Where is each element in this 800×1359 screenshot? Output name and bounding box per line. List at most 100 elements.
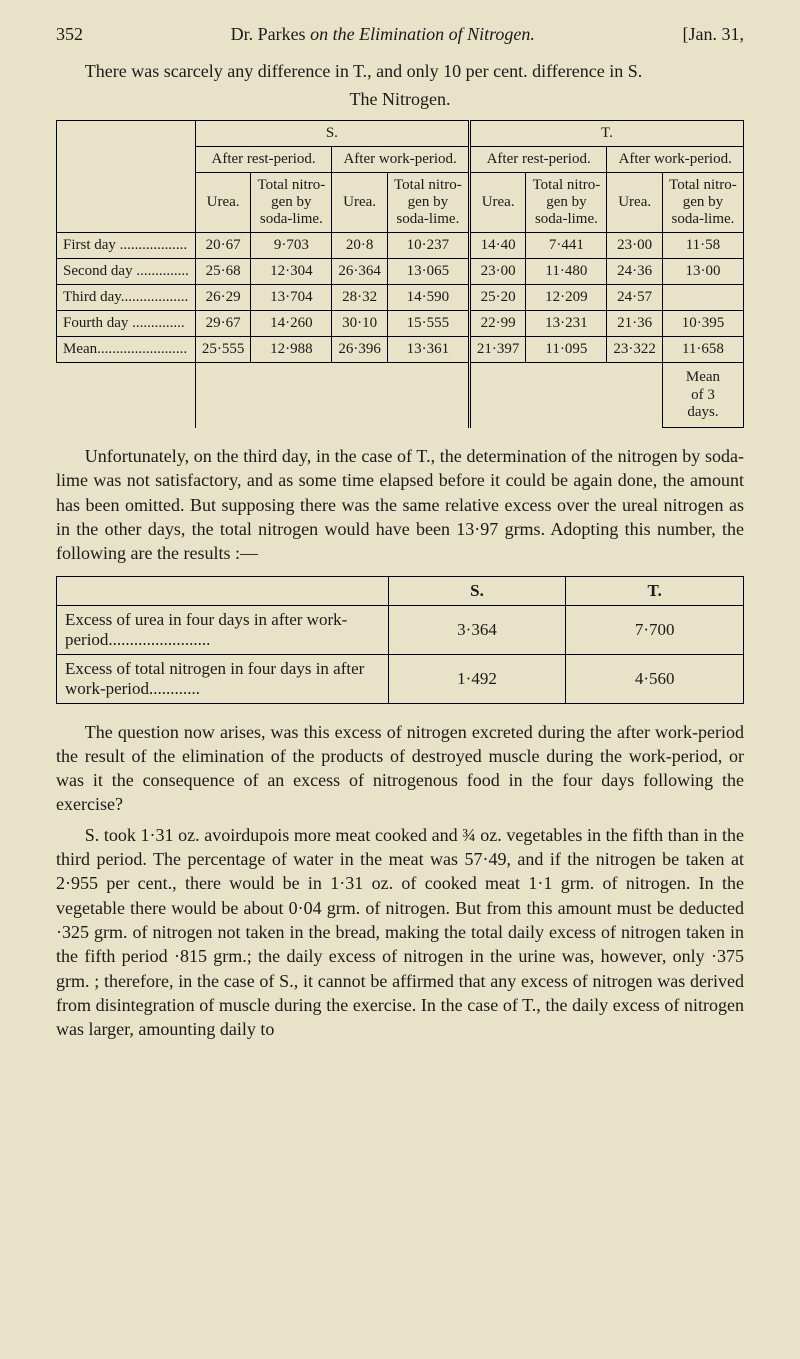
cell: 24·57 <box>607 285 663 311</box>
mean-of-3-days: Mean of 3 days. <box>662 363 743 428</box>
cell: 11·095 <box>526 337 607 363</box>
cell: 26·364 <box>332 259 388 285</box>
mean-l1: Mean <box>686 369 720 385</box>
excess-label: Excess of total nitrogen in four days in… <box>57 654 389 703</box>
blank-cell <box>195 363 387 428</box>
table-row: Fourth day .............. 29·67 14·260 3… <box>57 311 744 337</box>
cell: 13·065 <box>387 259 469 285</box>
running-title: Dr. Parkes on the Elimination of Nitroge… <box>83 24 683 45</box>
table-row: Third day.................. 26·29 13·704… <box>57 285 744 311</box>
cell: 22·99 <box>469 311 526 337</box>
mean-l2: of 3 <box>691 387 715 403</box>
row-label: Third day.................. <box>57 285 196 311</box>
excess-col-s: S. <box>388 576 566 605</box>
lower-paragraph-2: The question now arises, was this excess… <box>56 720 744 817</box>
cell: 14·260 <box>251 311 332 337</box>
table-row: Excess of urea in four days in after wor… <box>57 605 744 654</box>
t-rest-urea: Urea. <box>469 173 526 233</box>
cell: 26·29 <box>195 285 251 311</box>
issue-date: [Jan. 31, <box>683 24 745 45</box>
cell: 9·703 <box>251 233 332 259</box>
cell: 30·10 <box>332 311 388 337</box>
cell: 7·441 <box>526 233 607 259</box>
blank-header <box>57 121 196 233</box>
cell <box>662 285 743 311</box>
excess-value: 3·364 <box>388 605 566 654</box>
cell: 10·237 <box>387 233 469 259</box>
cell: 20·67 <box>195 233 251 259</box>
cell: 26·396 <box>332 337 388 363</box>
t-after-work: After work-period. <box>607 147 744 173</box>
row-label: First day .................. <box>57 233 196 259</box>
table-body: First day .................. 20·67 9·703… <box>57 233 744 428</box>
cell: 20·8 <box>332 233 388 259</box>
mid-paragraph-1: Unfortunately, on the third day, in the … <box>56 444 744 565</box>
blank-cell <box>57 363 196 428</box>
row-label: Fourth day .............. <box>57 311 196 337</box>
table-caption: The Nitrogen. <box>56 89 744 110</box>
t-rest-total: Total nitro-gen by soda-lime. <box>526 173 607 233</box>
cell: 25·555 <box>195 337 251 363</box>
s-rest-total: Total nitro-gen by soda-lime. <box>251 173 332 233</box>
cell: 12·988 <box>251 337 332 363</box>
cell: 25·20 <box>469 285 526 311</box>
cell: 23·322 <box>607 337 663 363</box>
mean-of-3-row: Mean of 3 days. <box>57 363 744 428</box>
table-row: Excess of total nitrogen in four days in… <box>57 654 744 703</box>
cell: 13·704 <box>251 285 332 311</box>
t-work-urea: Urea. <box>607 173 663 233</box>
author: Dr. Parkes <box>231 24 306 44</box>
cell: 10·395 <box>662 311 743 337</box>
excess-col-t: T. <box>566 576 744 605</box>
table-row: Second day .............. 25·68 12·304 2… <box>57 259 744 285</box>
s-after-rest: After rest-period. <box>195 147 332 173</box>
row-label: Second day .............. <box>57 259 196 285</box>
blank-header <box>57 576 389 605</box>
cell: 23·00 <box>607 233 663 259</box>
blank-cell <box>469 363 662 428</box>
table-row: First day .................. 20·67 9·703… <box>57 233 744 259</box>
mean-row: Mean........................ 25·555 12·9… <box>57 337 744 363</box>
cell: 14·590 <box>387 285 469 311</box>
t-after-rest: After rest-period. <box>469 147 607 173</box>
excess-label: Excess of urea in four days in after wor… <box>57 605 389 654</box>
cell: 21·397 <box>469 337 526 363</box>
page-number: 352 <box>56 24 83 45</box>
cell: 23·00 <box>469 259 526 285</box>
cell: 14·40 <box>469 233 526 259</box>
excess-table: S. T. Excess of urea in four days in aft… <box>56 576 744 704</box>
topic: Elimination of Nitrogen. <box>359 24 535 44</box>
mean-label: Mean........................ <box>57 337 196 363</box>
nitrogen-table: S. T. After rest-period. After work-peri… <box>56 120 744 428</box>
cell: 25·68 <box>195 259 251 285</box>
t-work-total: Total nitro-gen by soda-lime. <box>662 173 743 233</box>
cell: 28·32 <box>332 285 388 311</box>
cell: 21·36 <box>607 311 663 337</box>
cell: 12·304 <box>251 259 332 285</box>
lower-paragraph-3: S. took 1·31 oz. avoirdupois more meat c… <box>56 823 744 1042</box>
mean-l3: days. <box>687 404 718 420</box>
blank-cell <box>387 363 469 428</box>
s-work-urea: Urea. <box>332 173 388 233</box>
s-work-total: Total nitro-gen by soda-lime. <box>387 173 469 233</box>
excess-value: 7·700 <box>566 605 744 654</box>
cell: 24·36 <box>607 259 663 285</box>
s-rest-urea: Urea. <box>195 173 251 233</box>
cell: 13·231 <box>526 311 607 337</box>
intro-paragraph: There was scarcely any difference in T.,… <box>56 59 744 83</box>
excess-value: 1·492 <box>388 654 566 703</box>
s-after-work: After work-period. <box>332 147 470 173</box>
page: 352 Dr. Parkes on the Elimination of Nit… <box>0 0 800 1087</box>
cell: 11·58 <box>662 233 743 259</box>
cell: 12·209 <box>526 285 607 311</box>
cell: 11·480 <box>526 259 607 285</box>
cell: 29·67 <box>195 311 251 337</box>
connector: on the <box>306 24 360 44</box>
cell: 13·361 <box>387 337 469 363</box>
cell: 13·00 <box>662 259 743 285</box>
cell: 15·555 <box>387 311 469 337</box>
running-head: 352 Dr. Parkes on the Elimination of Nit… <box>56 24 744 45</box>
excess-value: 4·560 <box>566 654 744 703</box>
group-s-header: S. <box>195 121 469 147</box>
cell: 11·658 <box>662 337 743 363</box>
